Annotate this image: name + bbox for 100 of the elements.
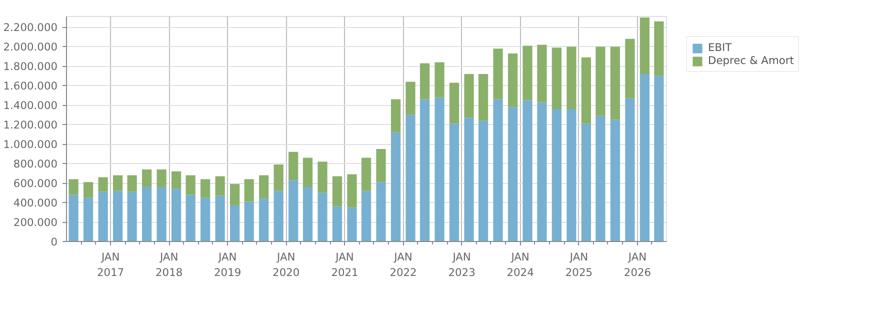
- bar: [434, 62, 444, 98]
- bar: [83, 182, 94, 198]
- bar: [361, 190, 372, 242]
- bar: [522, 46, 532, 100]
- x-tick-label: JAN 2020: [272, 250, 300, 280]
- bar: [552, 48, 562, 110]
- bar: [640, 17, 650, 74]
- bar: [478, 120, 488, 242]
- bar: [347, 207, 357, 242]
- y-tick-label: 800.000: [13, 158, 58, 171]
- bar: [406, 82, 416, 115]
- bar: [508, 107, 518, 242]
- x-tick-label: JAN 2022: [390, 250, 417, 280]
- bar: [259, 198, 269, 242]
- bar: [142, 169, 152, 187]
- bar: [420, 63, 430, 100]
- bar: [347, 174, 357, 208]
- x-tick-label: JAN 2019: [214, 250, 242, 280]
- bar: [493, 48, 503, 100]
- y-tick-label: 1.400.000: [3, 99, 58, 112]
- bar: [318, 192, 328, 242]
- bar: [464, 118, 474, 242]
- bar: [68, 179, 78, 195]
- x-tick-label: JAN 2017: [97, 250, 124, 280]
- bar: [259, 175, 269, 199]
- bar: [127, 175, 137, 192]
- bar: [332, 176, 342, 206]
- bar: [112, 175, 123, 191]
- bar: [625, 38, 635, 98]
- legend-label: EBIT: [708, 41, 732, 54]
- bar: [186, 175, 196, 195]
- bar: [376, 148, 386, 182]
- bar: [625, 98, 635, 242]
- bar: [68, 194, 78, 242]
- x-tick-label: JAN 2024: [506, 250, 534, 280]
- bar: [464, 74, 474, 118]
- bar: [171, 188, 182, 242]
- bar: [537, 102, 547, 242]
- bar: [288, 180, 298, 242]
- x-tick-label: JAN 2018: [156, 250, 183, 280]
- bar: [244, 202, 254, 242]
- legend-label: Deprec & Amort: [708, 54, 794, 67]
- bar: [566, 109, 576, 242]
- bar: [230, 205, 240, 242]
- bar: [200, 198, 210, 242]
- x-tick-label: JAN 2021: [331, 250, 358, 280]
- bar: [434, 97, 444, 242]
- y-tick-label: 400.000: [13, 196, 58, 210]
- bar: [406, 114, 416, 242]
- bar: [332, 206, 342, 242]
- bar: [171, 171, 182, 189]
- y-tick-label: 600.000: [13, 177, 58, 190]
- bar: [654, 76, 664, 242]
- x-tick-label: JAN 2023: [448, 250, 476, 280]
- bar: [112, 190, 123, 242]
- bar: [581, 57, 591, 124]
- bar: [274, 164, 284, 191]
- bar: [596, 116, 606, 242]
- bar: [274, 190, 284, 242]
- x-tick-label: JAN 2026: [624, 250, 652, 280]
- bar: [230, 184, 240, 206]
- bar: [376, 182, 386, 242]
- bar: [566, 46, 576, 110]
- bar: [640, 74, 650, 242]
- y-tick-label: 2.200.000: [3, 21, 58, 34]
- bar: [127, 192, 137, 242]
- bar: [288, 152, 298, 180]
- bar: [478, 74, 488, 121]
- bar: [610, 120, 620, 242]
- bar: [302, 158, 313, 187]
- bar: [318, 162, 328, 193]
- bar: [654, 21, 664, 76]
- bar: [215, 196, 225, 242]
- bar: [610, 46, 620, 120]
- bar: [449, 124, 460, 242]
- bar: [244, 179, 254, 202]
- bar: [142, 186, 152, 242]
- y-tick-label: 200.000: [13, 216, 58, 230]
- bar: [215, 176, 225, 196]
- bar: [449, 82, 460, 124]
- bar: [508, 54, 518, 108]
- bar: [98, 192, 108, 242]
- y-tick-label: 1.600.000: [3, 80, 58, 93]
- bar: [361, 158, 372, 191]
- bar: [420, 99, 430, 242]
- y-tick-label: 1.000.000: [3, 138, 58, 152]
- y-tick-label: 1.200.000: [3, 118, 58, 132]
- bar: [390, 99, 401, 132]
- bar: [98, 177, 108, 192]
- bar: [200, 179, 210, 198]
- bar: [493, 99, 503, 242]
- bar: [156, 169, 166, 187]
- y-tick-label: 2.000.000: [3, 40, 58, 54]
- bar: [596, 46, 606, 116]
- bar: [537, 44, 547, 102]
- bar: [302, 186, 313, 242]
- bar: [156, 186, 166, 242]
- bar: [552, 109, 562, 242]
- bar: [83, 198, 94, 242]
- x-tick-label: JAN 2025: [565, 250, 593, 280]
